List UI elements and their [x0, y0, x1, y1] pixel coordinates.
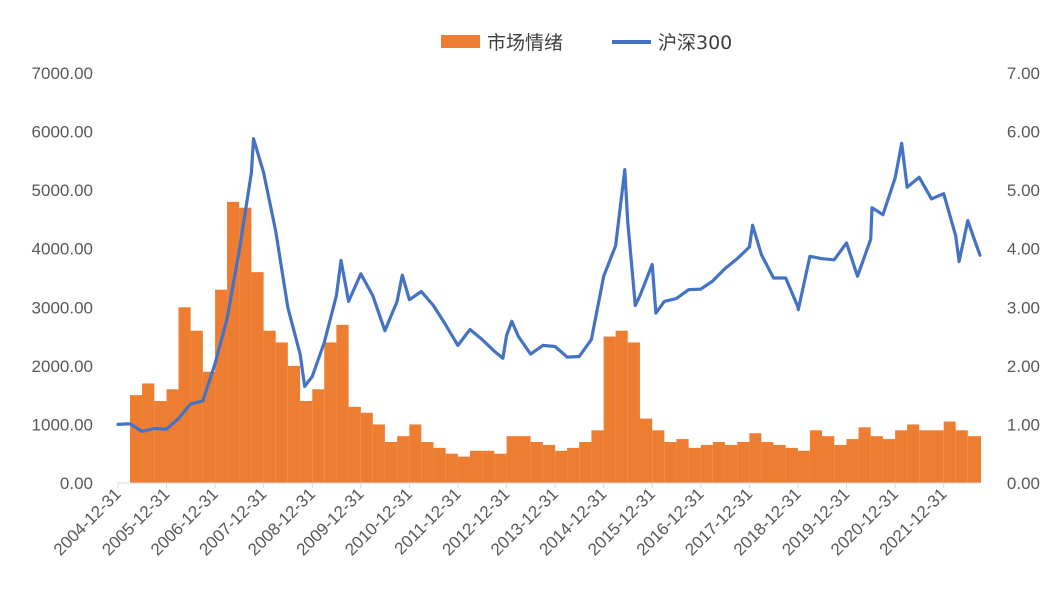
y-right-tick-label: 1.00: [1007, 415, 1040, 434]
market-sentiment-bar: [215, 289, 228, 483]
y-left-tick-label: 5000.00: [32, 181, 93, 200]
market-sentiment-bar: [785, 447, 798, 483]
y-right-tick-label: 0.00: [1007, 474, 1040, 493]
market-sentiment-bar: [809, 430, 823, 483]
market-sentiment-bar: [421, 442, 434, 483]
x-axis-ticks: 2004-12-312005-12-312006-12-312007-12-31…: [50, 483, 951, 559]
y-left-tick-label: 3000.00: [32, 298, 93, 317]
market-sentiment-bar: [312, 389, 325, 483]
market-sentiment-bar: [287, 365, 301, 483]
market-sentiment-bar: [967, 436, 980, 483]
market-sentiment-bar: [943, 421, 956, 483]
market-sentiment-bar: [895, 430, 908, 483]
y-right-tick-label: 2.00: [1007, 357, 1040, 376]
market-sentiment-bar: [700, 444, 713, 483]
y-right-tick-label: 3.00: [1007, 298, 1040, 317]
market-sentiment-bar: [676, 439, 689, 483]
market-sentiment-bar: [846, 439, 859, 483]
market-sentiment-bar: [579, 442, 592, 483]
market-sentiment-bar: [384, 442, 398, 483]
market-sentiment-bar: [202, 371, 216, 483]
market-sentiment-bar: [749, 433, 762, 483]
market-sentiment-bar: [822, 436, 835, 483]
market-sentiment-bar: [494, 453, 507, 483]
legend-label-market-sentiment: 市场情绪: [487, 32, 563, 54]
market-sentiment-bar: [712, 442, 725, 483]
line-series-csi300: [116, 137, 982, 434]
y-left-tick-label: 6000.00: [32, 123, 93, 142]
market-sentiment-bar: [652, 430, 665, 483]
y-left-tick-label: 2000.00: [32, 357, 93, 376]
market-sentiment-bar: [761, 442, 774, 483]
market-sentiment-bar: [627, 342, 640, 483]
market-sentiment-bar: [506, 436, 519, 483]
y-right-tick-label: 4.00: [1007, 240, 1040, 259]
legend-swatch-market-sentiment: [441, 35, 480, 48]
market-sentiment-bar: [336, 324, 349, 483]
y-left-tick-label: 1000.00: [32, 415, 93, 434]
legend: 市场情绪 沪深300: [441, 32, 732, 54]
market-sentiment-bar: [542, 444, 556, 483]
market-sentiment-bar: [518, 436, 531, 483]
legend-label-csi300: 沪深300: [658, 32, 732, 54]
bar-series-market-sentiment: [129, 201, 981, 483]
market-sentiment-bar: [907, 424, 920, 483]
market-sentiment-bar: [980, 436, 981, 483]
market-sentiment-bar: [445, 453, 458, 483]
market-sentiment-bar: [724, 444, 738, 483]
market-sentiment-bar: [263, 330, 276, 483]
market-sentiment-bar: [882, 439, 896, 483]
market-sentiment-bar: [372, 424, 385, 483]
y-left-tick-label: 7000.00: [32, 64, 93, 83]
market-sentiment-bar: [457, 456, 471, 483]
y-right-tick-label: 7.00: [1007, 64, 1040, 83]
market-sentiment-bar: [955, 430, 968, 483]
market-sentiment-bar: [870, 436, 883, 483]
market-sentiment-bar: [470, 450, 483, 483]
y-axis-left-ticks: 0.00 1000.00 2000.00 3000.00 4000.00 5000.00 6…: [32, 64, 93, 493]
market-sentiment-bar: [555, 450, 568, 483]
market-sentiment-bar: [834, 444, 847, 483]
market-sentiment-bar: [178, 307, 191, 483]
market-sentiment-bar: [591, 430, 604, 483]
market-sentiment-bar: [142, 383, 155, 483]
market-sentiment-bar: [664, 442, 677, 483]
market-sentiment-bar: [251, 272, 264, 483]
market-sentiment-bar: [129, 395, 143, 483]
y-left-tick-label: 0.00: [60, 474, 93, 493]
market-sentiment-bar: [530, 442, 543, 483]
market-sentiment-bar: [324, 342, 337, 483]
market-sentiment-bar: [166, 389, 179, 483]
market-sentiment-bar: [737, 442, 750, 483]
market-sentiment-bar: [154, 401, 167, 483]
market-sentiment-bar: [397, 436, 410, 483]
market-sentiment-bar: [931, 430, 944, 483]
market-sentiment-bar: [360, 412, 373, 483]
market-sentiment-bar: [227, 201, 240, 483]
market-sentiment-bar: [300, 401, 313, 483]
market-sentiment-bar: [919, 430, 932, 483]
market-sentiment-bar: [688, 447, 701, 483]
market-sentiment-bar: [190, 330, 203, 483]
market-sentiment-bar: [639, 418, 653, 483]
market-sentiment-bar: [797, 450, 810, 483]
market-sentiment-bar: [409, 424, 422, 483]
y-left-tick-label: 4000.00: [32, 240, 93, 259]
market-sentiment-bar: [348, 406, 361, 483]
market-sentiment-bar: [615, 330, 628, 483]
market-sentiment-bar: [858, 427, 871, 483]
market-sentiment-bar: [567, 447, 580, 483]
market-sentiment-bar: [239, 207, 252, 483]
market-sentiment-bar: [275, 342, 288, 483]
market-sentiment-bar: [603, 336, 616, 483]
market-sentiment-bar: [433, 447, 446, 483]
y-right-tick-label: 6.00: [1007, 123, 1040, 142]
y-right-tick-label: 5.00: [1007, 181, 1040, 200]
market-sentiment-bar: [773, 444, 786, 483]
market-sentiment-bar: [482, 450, 495, 483]
y-axis-right-ticks: 0.00 1.00 2.00 3.00 4.00 5.00 6.00 7.00: [1007, 64, 1040, 493]
